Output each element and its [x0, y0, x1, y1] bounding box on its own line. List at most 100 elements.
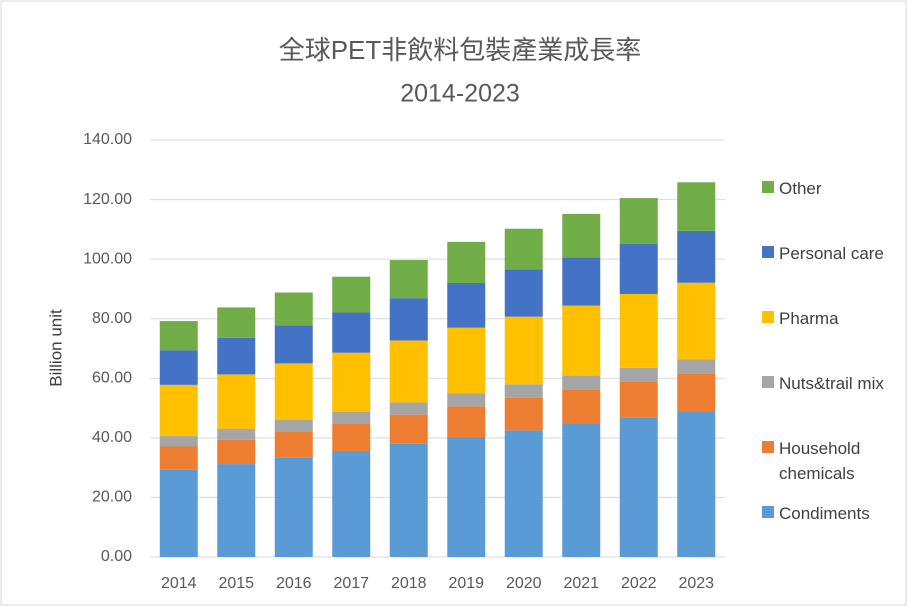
- bar-segment: [619, 198, 658, 244]
- legend-swatch: [762, 376, 774, 388]
- legend-label: Pharma: [779, 309, 839, 328]
- bar-segment: [274, 431, 313, 458]
- bar-segment: [619, 381, 658, 418]
- bar-segment: [389, 298, 428, 341]
- legend-swatch: [762, 181, 774, 193]
- bar-segment: [332, 312, 371, 353]
- bar-segment: [447, 327, 486, 394]
- bar-segment: [217, 374, 256, 429]
- bar-segment: [677, 182, 716, 231]
- bar-segment: [159, 469, 198, 557]
- bar-segment: [504, 384, 543, 398]
- bar-segment: [562, 305, 601, 376]
- bar-segment: [332, 276, 371, 313]
- bar-segment: [504, 228, 543, 270]
- bar-segment: [332, 423, 371, 451]
- x-tick-label: 2015: [218, 575, 254, 592]
- y-tick-label: 100.00: [83, 250, 132, 267]
- bar-segment: [389, 260, 428, 299]
- legend-swatch: [762, 246, 774, 258]
- y-tick-label: 80.00: [92, 310, 132, 327]
- x-tick-label: 2014: [161, 575, 197, 592]
- x-tick-label: 2022: [621, 575, 657, 592]
- bar-segment: [389, 414, 428, 444]
- legend-label: Personal care: [779, 244, 884, 263]
- bar-segment: [217, 337, 256, 375]
- bar-segment: [677, 411, 716, 557]
- x-tick-label: 2016: [276, 575, 312, 592]
- bar-segment: [619, 367, 658, 382]
- bar-segment: [159, 321, 198, 351]
- y-axis-label: Billion unit: [46, 309, 65, 387]
- bar-segment: [332, 450, 371, 557]
- bar-segment: [217, 428, 256, 440]
- legend-entry: Nuts&trail mix: [762, 371, 892, 396]
- bar-segment: [447, 241, 486, 283]
- bar-segment: [504, 316, 543, 385]
- bar-segment: [159, 436, 198, 447]
- legend-swatch: [762, 441, 774, 453]
- bar-segment: [389, 340, 428, 403]
- x-tick-label: 2021: [563, 575, 599, 592]
- legend-label: Condiments: [779, 504, 870, 523]
- bar-segment: [274, 419, 313, 432]
- legend-entry: Household chemicals: [762, 436, 892, 486]
- bar-segment: [619, 243, 658, 294]
- bar-segment: [677, 359, 716, 374]
- legend-entry: Other: [762, 176, 892, 201]
- bar-segment: [389, 402, 428, 415]
- y-tick-label: 40.00: [92, 429, 132, 446]
- bar-segment: [619, 293, 658, 368]
- bar-segment: [389, 443, 428, 557]
- bar-segment: [504, 269, 543, 317]
- legend-label: Household chemicals: [779, 439, 861, 483]
- legend-entry: Pharma: [762, 306, 892, 331]
- legend-swatch: [762, 506, 774, 518]
- y-tick-label: 120.00: [83, 191, 132, 208]
- bar-segment: [562, 375, 601, 390]
- bar-segment: [677, 230, 716, 283]
- y-tick-label: 60.00: [92, 370, 132, 387]
- bar-segment: [562, 389, 601, 424]
- bar-segment: [677, 373, 716, 412]
- x-tick-label: 2017: [333, 575, 369, 592]
- chart-title: 全球PET非飲料包裝產業成長率: [279, 35, 642, 65]
- y-tick-label: 140.00: [83, 131, 132, 148]
- legend-entry: Personal care: [762, 241, 892, 266]
- legend-label: Other: [779, 179, 822, 198]
- bar-segment: [159, 446, 198, 470]
- bar-segment: [274, 457, 313, 557]
- bar-segment: [447, 282, 486, 328]
- legend-entry: Condiments: [762, 501, 892, 526]
- y-tick-label: 0.00: [101, 548, 132, 565]
- bar-segment: [562, 213, 601, 258]
- bar-segment: [504, 397, 543, 431]
- bar-segment: [619, 417, 658, 557]
- legend-label: Nuts&trail mix: [779, 374, 884, 393]
- bar-segment: [447, 393, 486, 407]
- bar-segment: [677, 282, 716, 360]
- bar-segment: [274, 292, 313, 326]
- bar-segment: [217, 307, 256, 338]
- bar-segment: [447, 406, 486, 437]
- bar-segment: [447, 436, 486, 557]
- bar-segment: [562, 257, 601, 306]
- bar-segment: [332, 352, 371, 412]
- bar-segment: [217, 439, 256, 465]
- legend-swatch: [762, 311, 774, 323]
- bar-segment: [274, 325, 313, 364]
- chart-subtitle: 2014-2023: [400, 80, 520, 108]
- bar-segment: [217, 464, 256, 557]
- bar-segment: [562, 423, 601, 557]
- x-tick-label: 2023: [678, 575, 714, 592]
- bar-segment: [159, 350, 198, 385]
- x-tick-label: 2019: [448, 575, 484, 592]
- bar-segment: [274, 363, 313, 420]
- bar-segment: [504, 430, 543, 557]
- y-tick-label: 20.00: [92, 489, 132, 506]
- bar-segment: [332, 411, 371, 424]
- x-tick-label: 2018: [391, 575, 427, 592]
- bar-segment: [159, 384, 198, 437]
